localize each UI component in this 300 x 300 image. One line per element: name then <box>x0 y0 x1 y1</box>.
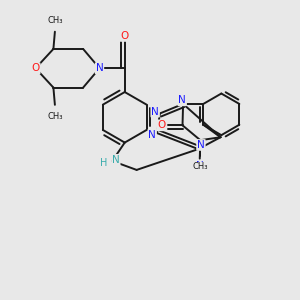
Text: N: N <box>112 155 120 165</box>
Text: N: N <box>96 63 103 73</box>
Text: N: N <box>196 161 204 171</box>
Text: N: N <box>197 140 205 150</box>
Text: H: H <box>100 158 108 168</box>
Text: O: O <box>32 63 40 73</box>
Text: O: O <box>121 31 129 41</box>
Text: CH₃: CH₃ <box>47 16 63 25</box>
Text: N: N <box>148 130 156 140</box>
Text: O: O <box>157 120 165 130</box>
Text: CH₃: CH₃ <box>193 163 208 172</box>
Text: N: N <box>178 95 186 105</box>
Text: CH₃: CH₃ <box>47 112 63 121</box>
Text: N: N <box>151 107 159 117</box>
